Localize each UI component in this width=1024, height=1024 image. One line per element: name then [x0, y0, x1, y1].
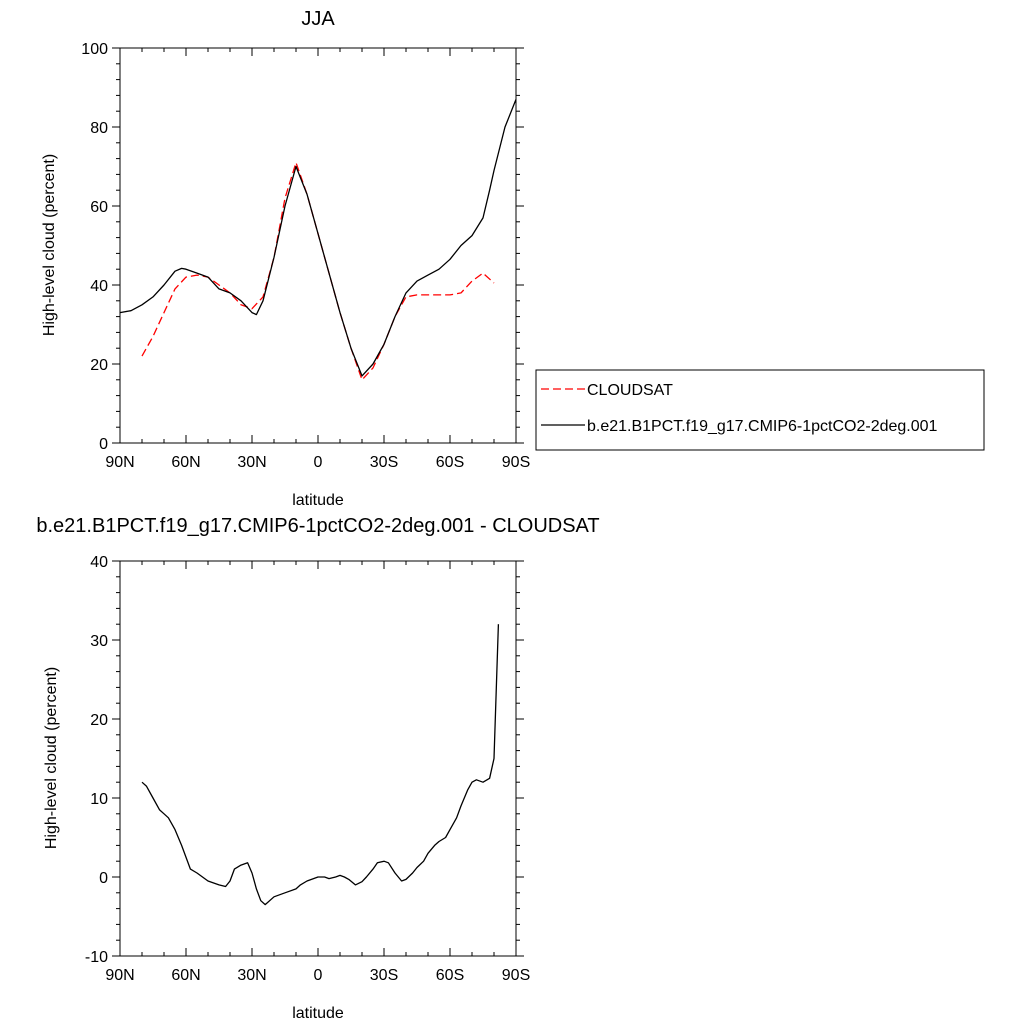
- bottom-chart-ylabel: High-level cloud (percent): [43, 667, 60, 849]
- top-x-tick-label-5: 60S: [436, 454, 464, 471]
- legend-label-cloudsat: CLOUDSAT: [587, 382, 673, 399]
- bottom-chart-title: b.e21.B1PCT.f19_g17.CMIP6-1pctCO2-2deg.0…: [36, 515, 599, 537]
- bottom-chart-ticks: 90N 60N 30N 0 30S 60S 90S -10 0 10 20 30 40: [85, 554, 530, 984]
- top-chart-ticks: 90N 60N 30N 0 30S 60S 90S 0 20 40 60 80 100: [81, 41, 530, 471]
- bottom-x-tick-label-0: 90N: [105, 967, 134, 984]
- top-chart-xlabel: latitude: [292, 492, 344, 509]
- bottom-x-tick-label-5: 60S: [436, 967, 464, 984]
- top-y-tick-label-5: 100: [81, 41, 108, 58]
- top-x-tick-label-4: 30S: [370, 454, 398, 471]
- top-chart: JJA latitude High-level cloud (percent) …: [41, 8, 530, 509]
- top-y-tick-label-0: 0: [99, 436, 108, 453]
- top-series-line-1: [119, 99, 517, 377]
- bottom-x-tick-label-1: 60N: [171, 967, 200, 984]
- bottom-y-tick-label-1: 0: [99, 870, 108, 887]
- bottom-y-tick-label-5: 40: [90, 554, 108, 571]
- top-x-tick-label-3: 0: [314, 454, 323, 471]
- bottom-chart-xlabel: latitude: [292, 1005, 344, 1022]
- top-x-tick-label-0: 90N: [105, 454, 134, 471]
- bottom-chart-marks: [141, 624, 500, 906]
- bottom-y-tick-label-4: 30: [90, 633, 108, 650]
- top-x-tick-label-1: 60N: [171, 454, 200, 471]
- bottom-series-line-0: [141, 624, 500, 906]
- top-y-tick-label-2: 40: [90, 278, 108, 295]
- bottom-x-tick-label-3: 0: [314, 967, 323, 984]
- bottom-y-tick-label-3: 20: [90, 712, 108, 729]
- top-x-tick-label-6: 90S: [502, 454, 530, 471]
- top-chart-marks: [119, 99, 517, 381]
- bottom-chart: b.e21.B1PCT.f19_g17.CMIP6-1pctCO2-2deg.0…: [36, 515, 599, 1022]
- top-chart-ylabel: High-level cloud (percent): [41, 154, 58, 336]
- bottom-x-tick-label-2: 30N: [237, 967, 266, 984]
- legend-frame: [535, 369, 985, 451]
- top-y-tick-label-3: 60: [90, 199, 108, 216]
- bottom-x-tick-label-4: 30S: [370, 967, 398, 984]
- top-series-line-0: [141, 161, 495, 381]
- legend-label-model: b.e21.B1PCT.f19_g17.CMIP6-1pctCO2-2deg.0…: [587, 418, 938, 435]
- bottom-y-tick-label-2: 10: [90, 791, 108, 808]
- top-chart-title: JJA: [301, 8, 335, 30]
- top-y-tick-label-4: 80: [90, 120, 108, 137]
- bottom-chart-plot-frame: [119, 560, 517, 957]
- top-chart-plot-frame: [119, 47, 517, 444]
- chart-legend: CLOUDSAT b.e21.B1PCT.f19_g17.CMIP6-1pctC…: [535, 369, 985, 451]
- top-y-tick-label-1: 20: [90, 357, 108, 374]
- bottom-y-tick-label-0: -10: [85, 949, 108, 966]
- top-x-tick-label-2: 30N: [237, 454, 266, 471]
- bottom-x-tick-label-6: 90S: [502, 967, 530, 984]
